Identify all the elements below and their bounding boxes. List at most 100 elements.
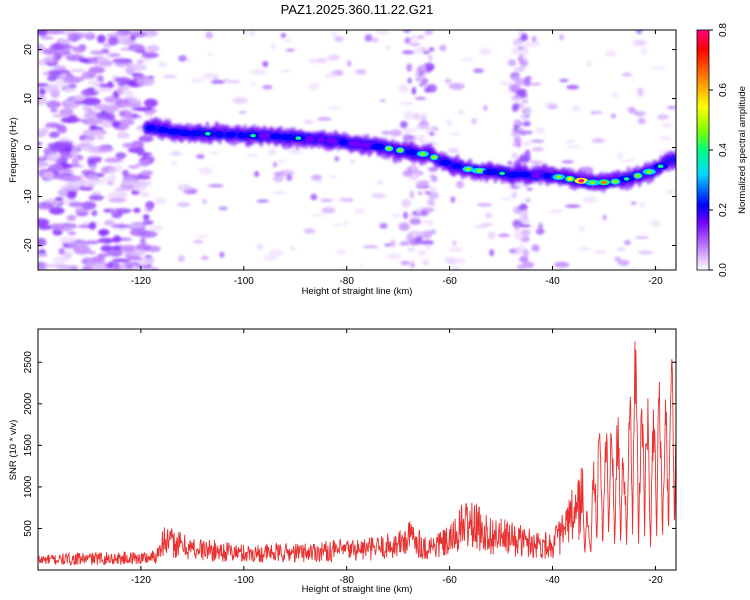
speckle-blob	[96, 111, 111, 121]
speckle-blob	[112, 224, 131, 228]
speckle-blob	[636, 88, 644, 94]
speckle-blob	[333, 36, 344, 42]
speckle-blob	[81, 169, 93, 176]
speckle-blob	[427, 54, 433, 63]
speckle-blob	[277, 159, 286, 163]
speckle-blob	[422, 50, 430, 54]
speckle-blob	[579, 226, 585, 233]
speckle-blob	[621, 72, 633, 77]
speckle-blob	[62, 50, 72, 56]
speckle-blob	[113, 164, 123, 172]
y-tick-label: 2500	[23, 351, 34, 374]
speckle-blob	[632, 39, 647, 47]
speckle-blob	[311, 174, 322, 181]
speckle-blob	[507, 160, 513, 166]
speckle-blob	[315, 179, 322, 184]
speckle-blob	[86, 174, 99, 181]
spectrogram-y-label: Frequency (Hz)	[8, 117, 19, 182]
speckle-blob	[402, 50, 415, 55]
x-tick-label: -40	[545, 276, 560, 287]
ridge-core	[531, 171, 541, 178]
speckle-blob	[96, 34, 106, 44]
speckle-blob	[519, 65, 526, 72]
speckle-blob	[86, 70, 96, 78]
speckle-blob	[407, 77, 412, 84]
speckle-blob	[48, 206, 65, 215]
speckle-blob	[522, 113, 528, 122]
speckle-blob	[142, 52, 160, 58]
speckle-blob	[63, 87, 77, 93]
speckle-blob	[429, 131, 435, 136]
speckle-blob	[136, 78, 155, 86]
speckle-blob	[67, 190, 77, 200]
speckle-blob	[100, 245, 113, 252]
speckle-blob	[38, 218, 50, 226]
speckle-blob	[511, 192, 518, 199]
speckle-blob	[513, 103, 520, 110]
speckle-blob	[359, 264, 364, 268]
speckle-blob	[391, 213, 402, 218]
speckle-blob	[68, 265, 79, 270]
speckle-blob	[102, 45, 111, 50]
speckle-blob	[401, 199, 411, 208]
speckle-blob	[498, 81, 514, 86]
speckle-blob	[398, 222, 410, 231]
speckle-blob	[636, 111, 648, 116]
speckle-blob	[519, 153, 532, 163]
spectrogram-x-label: Height of straight line (km)	[302, 286, 413, 297]
speckle-blob	[515, 246, 523, 255]
speckle-blob	[107, 36, 119, 46]
speckle-blob	[519, 203, 528, 212]
speckle-blob	[273, 174, 284, 183]
speckle-blob	[280, 33, 286, 38]
speckle-blob	[482, 222, 494, 227]
ridge-core	[279, 134, 295, 141]
speckle-blob	[50, 89, 61, 99]
speckle-blob	[109, 209, 119, 214]
speckle-blob	[616, 247, 626, 251]
speckle-blob	[178, 55, 188, 62]
speckle-blob	[205, 31, 213, 39]
speckle-blob	[444, 78, 452, 84]
speckle-blob	[59, 137, 70, 142]
speckle-blob	[489, 249, 495, 257]
speckle-blob	[571, 105, 582, 112]
speckle-blob	[58, 40, 71, 45]
speckle-blob	[422, 261, 429, 265]
x-tick-label: -100	[234, 575, 254, 586]
background-speckle	[38, 30, 676, 270]
speckle-blob	[530, 139, 545, 143]
ridge-peak	[567, 177, 573, 181]
speckle-blob	[523, 77, 530, 83]
speckle-blob	[416, 209, 422, 215]
speckle-blob	[446, 119, 452, 126]
speckle-blob	[48, 163, 63, 172]
speckle-blob	[270, 42, 276, 50]
speckle-blob	[38, 83, 49, 87]
speckle-blob	[142, 220, 154, 226]
colorbar-tick-label: 0.0	[718, 263, 729, 277]
speckle-blob	[590, 111, 596, 115]
ridge-core	[506, 171, 521, 178]
x-tick-label: -40	[545, 575, 560, 586]
speckle-blob	[594, 110, 603, 115]
speckle-blob	[89, 163, 96, 172]
speckle-blob	[98, 147, 114, 153]
chart-title: PAZ1.2025.360.11.22.G21	[281, 2, 434, 17]
speckle-blob	[634, 236, 649, 239]
y-tick-label: -20	[23, 238, 34, 253]
speckle-blob	[566, 139, 575, 144]
speckle-blob	[59, 108, 74, 116]
speckle-blob	[327, 54, 341, 61]
ridge-core	[405, 149, 418, 156]
speckle-blob	[94, 87, 114, 93]
speckle-blob	[262, 61, 269, 68]
speckle-blob	[112, 262, 121, 270]
speckle-blob	[128, 43, 145, 52]
ridge-peak	[578, 179, 585, 183]
speckle-blob	[452, 266, 461, 270]
speckle-blob	[226, 80, 241, 83]
speckle-blob	[524, 198, 532, 203]
ridge-core	[326, 137, 338, 144]
speckle-blob	[156, 61, 168, 68]
